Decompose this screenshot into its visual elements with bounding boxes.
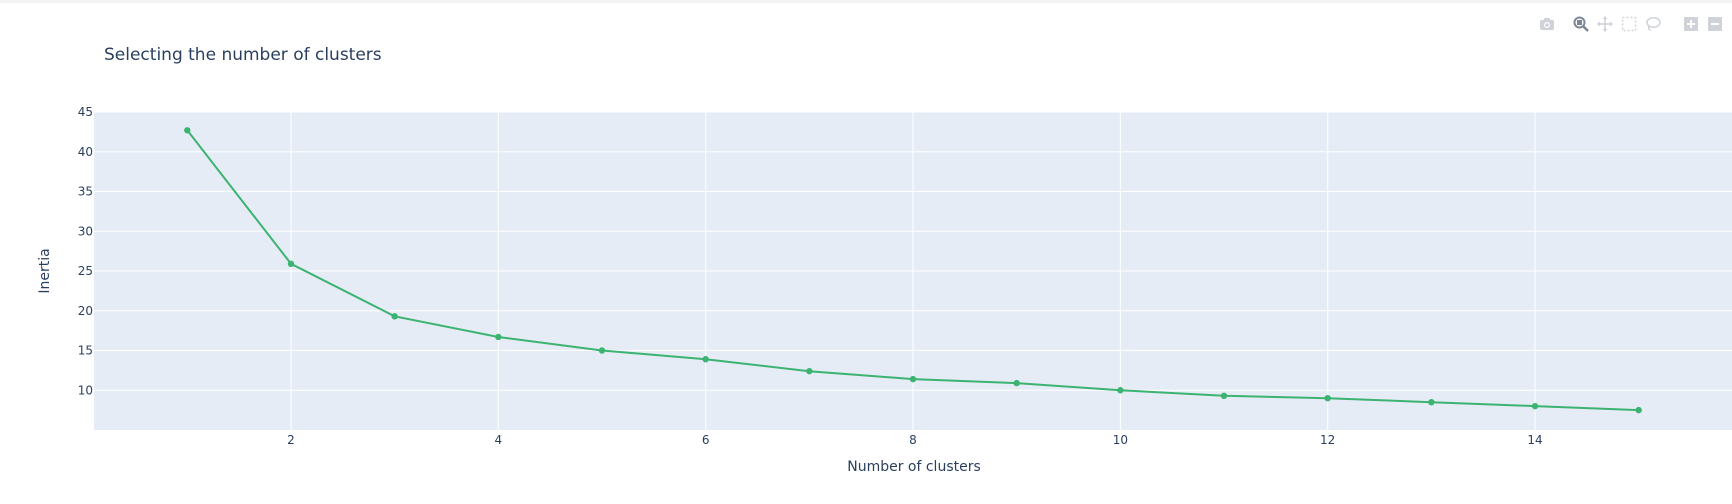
x-axis-title: Number of clusters [847, 459, 981, 475]
series-markers [184, 127, 1642, 414]
data-point[interactable] [1324, 395, 1331, 402]
top-border [0, 0, 1732, 3]
data-point[interactable] [1428, 398, 1435, 406]
y-tick-label: 10 [78, 383, 93, 397]
x-tick-label: 2 [287, 433, 295, 447]
zoom-icon[interactable] [1570, 13, 1592, 35]
chart-title: Selecting the number of clusters [104, 45, 382, 65]
x-tick-label: 6 [702, 433, 710, 447]
zoom-in-icon[interactable] [1680, 13, 1702, 35]
y-tick-label: 35 [78, 185, 93, 199]
y-axis-title: Inertia [37, 248, 53, 293]
pan-icon[interactable] [1594, 13, 1616, 35]
data-point[interactable] [391, 313, 398, 320]
data-point[interactable] [1531, 402, 1539, 410]
y-tick-label: 20 [78, 304, 93, 318]
x-tick-label: 14 [1527, 433, 1542, 447]
y-tick-label: 15 [78, 344, 93, 358]
x-tick-label: 10 [1113, 433, 1128, 447]
x-axis-ticks: 2 4 6 8 10 12 14 [287, 433, 1543, 447]
y-tick-label: 25 [78, 264, 93, 278]
y-tick-label: 40 [78, 145, 93, 159]
y-axis-ticks: 10 15 20 25 30 35 40 45 [78, 105, 93, 397]
gridlines [94, 111, 1732, 430]
data-point[interactable] [184, 127, 191, 134]
lasso-select-icon[interactable] [1642, 13, 1664, 35]
data-point[interactable] [495, 333, 502, 341]
y-tick-label: 30 [78, 224, 93, 238]
y-tick-label: 45 [78, 105, 93, 119]
zoom-out-icon[interactable] [1704, 13, 1726, 35]
x-tick-label: 4 [494, 433, 502, 447]
data-point[interactable] [1635, 406, 1642, 414]
data-point[interactable] [1013, 379, 1020, 387]
data-point[interactable] [909, 375, 917, 383]
x-tick-label: 12 [1320, 433, 1335, 447]
box-select-icon[interactable] [1618, 13, 1640, 35]
data-point[interactable] [1220, 392, 1228, 400]
data-point[interactable] [806, 367, 813, 375]
data-point[interactable] [598, 347, 606, 354]
x-tick-label: 8 [909, 433, 917, 447]
data-point[interactable] [287, 260, 295, 268]
camera-icon[interactable] [1536, 13, 1558, 35]
data-point[interactable] [702, 356, 709, 363]
chart-modebar [1534, 13, 1726, 35]
data-point[interactable] [1117, 387, 1124, 394]
